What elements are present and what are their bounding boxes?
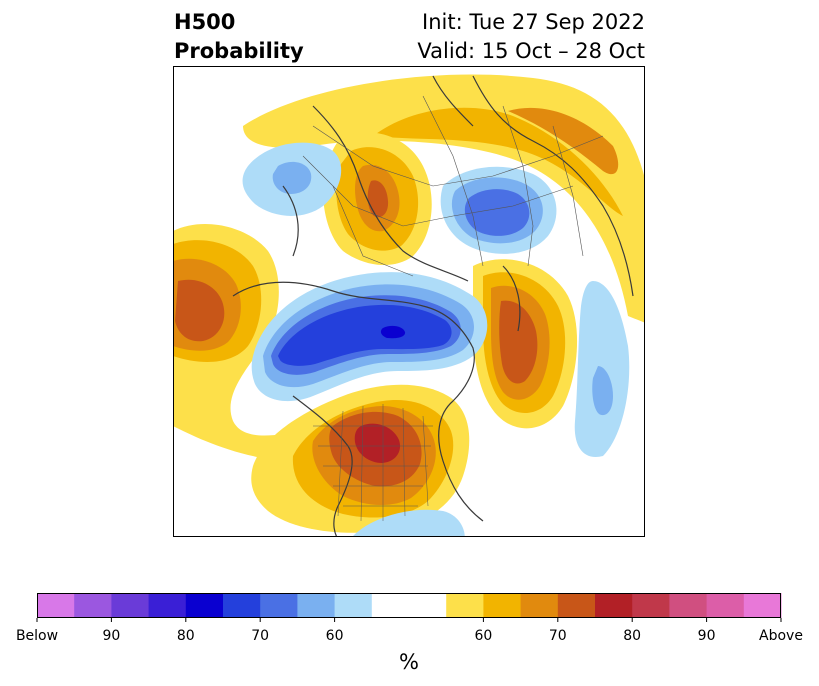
valid-range: Valid: 15 Oct – 28 Oct	[417, 39, 645, 63]
probability-map	[173, 66, 645, 537]
colorbar-swatch	[632, 593, 670, 618]
colorbar	[36, 593, 782, 622]
title-quantity: Probability	[174, 39, 304, 63]
colorbar-swatch	[223, 593, 261, 618]
colorbar-tick-label: 90	[102, 628, 121, 644]
below-normal-region-south	[352, 509, 465, 537]
colorbar-unit-label: %	[399, 650, 419, 674]
colorbar-swatch	[371, 593, 447, 618]
coastlines	[232, 75, 634, 537]
state-province-borders	[313, 404, 433, 522]
above-normal-region-north-america	[251, 384, 470, 533]
country-borders	[302, 95, 604, 277]
colorbar-tick-label: 90	[697, 628, 716, 644]
title-right: Init: Tue 27 Sep 2022 Valid: 15 Oct – 28…	[417, 8, 645, 66]
colorbar-tick-label: 60	[474, 628, 493, 644]
colorbar-swatch	[260, 593, 298, 618]
colorbar-tick-label: Below	[15, 628, 59, 644]
colorbar-swatch	[148, 593, 187, 618]
below-normal-region-europe	[440, 166, 557, 254]
below-normal-region-atlantic	[574, 281, 630, 457]
colorbar-swatch	[520, 593, 559, 618]
colorbar-swatch	[557, 593, 596, 618]
above-normal-region-east	[473, 259, 578, 429]
below-normal-region-arctic	[251, 272, 488, 402]
colorbar-swatch	[446, 593, 484, 618]
colorbar-swatch	[595, 593, 633, 618]
colorbar-frame	[37, 593, 781, 618]
colorbar-tick-label: 80	[176, 628, 195, 644]
colorbar-swatch	[669, 593, 708, 618]
colorbar-swatch	[111, 593, 150, 618]
colorbar-swatch	[706, 593, 745, 618]
colorbar-tick-label: 80	[623, 628, 642, 644]
colorbar-swatch	[334, 593, 373, 618]
below-normal-region-nw	[242, 142, 342, 216]
title-left: H500 Probability	[174, 8, 304, 66]
colorbar-swatch	[743, 593, 782, 618]
colorbar-swatch	[297, 593, 336, 618]
colorbar-swatch	[37, 593, 75, 618]
colorbar-tick-label: 70	[548, 628, 567, 644]
colorbar-swatch	[483, 593, 522, 618]
colorbar-tick-label: 70	[251, 628, 270, 644]
colorbar-swatch	[185, 593, 224, 618]
above-normal-region-west	[173, 223, 423, 466]
init-date: Init: Tue 27 Sep 2022	[422, 10, 645, 34]
colorbar-tick-label: Above	[759, 628, 803, 644]
map-frame	[173, 66, 645, 537]
title-variable: H500	[174, 10, 236, 34]
colorbar-swatch	[74, 593, 112, 618]
colorbar-tick-label: 60	[325, 628, 344, 644]
